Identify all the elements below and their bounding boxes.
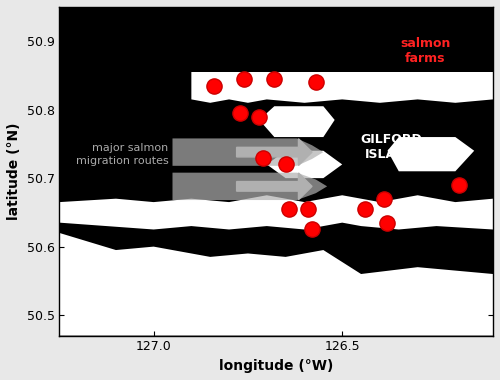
Text: GILFORD
ISLAND: GILFORD ISLAND	[360, 133, 422, 162]
Point	[361, 206, 369, 212]
Polygon shape	[60, 195, 493, 230]
Polygon shape	[267, 151, 342, 178]
Polygon shape	[60, 233, 493, 336]
Y-axis label: latitude (°N): latitude (°N)	[7, 122, 21, 220]
FancyArrow shape	[236, 173, 312, 200]
Point	[308, 226, 316, 233]
Polygon shape	[259, 106, 334, 137]
Text: major salmon
migration routes: major salmon migration routes	[76, 142, 168, 166]
Point	[312, 79, 320, 86]
Point	[255, 114, 263, 120]
Point	[380, 196, 388, 202]
Polygon shape	[388, 137, 474, 171]
X-axis label: longitude (°W): longitude (°W)	[219, 359, 334, 373]
Polygon shape	[172, 173, 327, 200]
Text: VANCOUVER ISLAND: VANCOUVER ISLAND	[109, 296, 236, 306]
FancyArrow shape	[236, 139, 312, 166]
Point	[259, 155, 267, 161]
Point	[286, 206, 294, 212]
Polygon shape	[172, 138, 324, 166]
Text: salmon
farms: salmon farms	[400, 38, 450, 65]
Point	[210, 83, 218, 89]
Point	[304, 206, 312, 212]
Point	[455, 182, 463, 188]
Polygon shape	[192, 72, 493, 103]
Point	[240, 76, 248, 82]
Point	[236, 110, 244, 116]
Point	[282, 162, 290, 168]
Point	[270, 76, 278, 82]
Point	[384, 220, 392, 226]
